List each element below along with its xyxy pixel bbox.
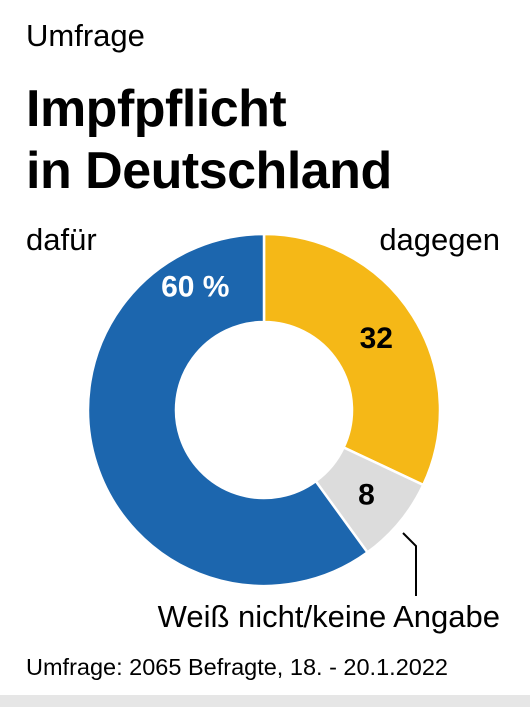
donut-slice-2 xyxy=(86,232,370,588)
legend-label-dafuer: dafür xyxy=(26,222,97,257)
leader-line xyxy=(402,532,417,596)
donut-slice-0 xyxy=(262,232,442,487)
chart-title: Impfpflicht in Deutschland xyxy=(26,78,392,202)
annotation-weiss-nicht: Weiß nicht/keine Angabe xyxy=(158,599,500,634)
slice-value-label-0: 32 xyxy=(360,322,393,355)
title-line-2: in Deutschland xyxy=(26,142,392,200)
kicker-label: Umfrage xyxy=(26,18,145,53)
slice-value-label-2: 60 % xyxy=(161,270,229,303)
donut-slices xyxy=(86,232,442,588)
donut-slice-labels: 32 8 60 % xyxy=(161,270,393,511)
slice-value-label-1: 8 xyxy=(358,478,375,511)
footer-bar xyxy=(0,695,530,707)
title-line-1: Impfpflicht xyxy=(26,80,287,138)
source-note: Umfrage: 2065 Befragte, 18. - 20.1.2022 xyxy=(26,654,448,680)
legend-label-dagegen: dagegen xyxy=(379,222,500,257)
